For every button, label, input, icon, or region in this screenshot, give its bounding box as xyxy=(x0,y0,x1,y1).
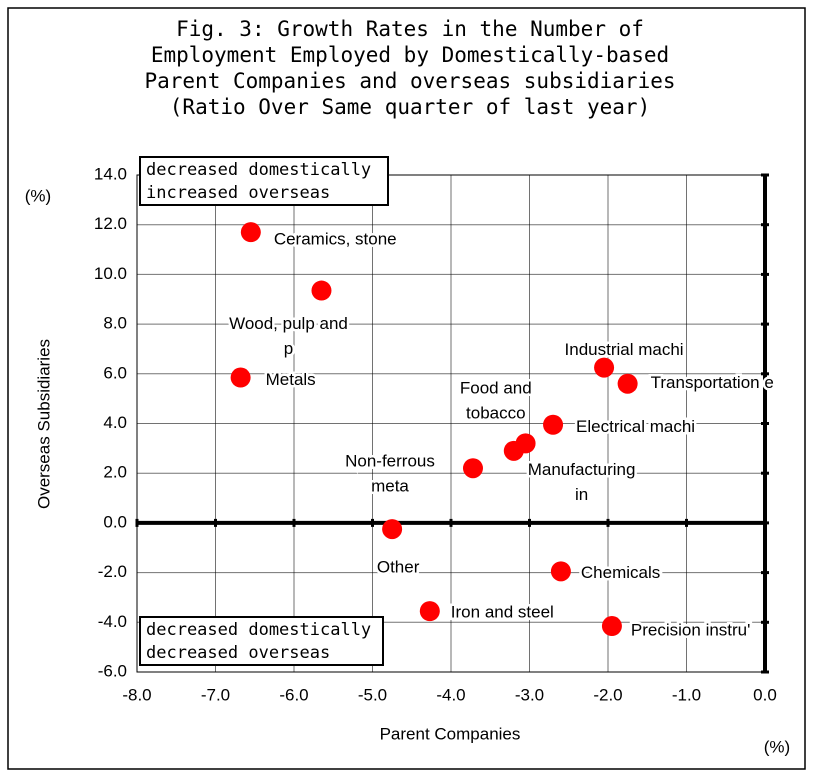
point-label: meta xyxy=(371,477,409,496)
point-label: Other xyxy=(377,558,420,577)
annotation-box xyxy=(139,156,389,206)
x-tick-label: -6.0 xyxy=(279,685,308,704)
y-tick-label: 14.0 xyxy=(94,164,127,183)
annotation: increased overseas xyxy=(146,183,330,203)
point xyxy=(594,357,615,378)
chart-title: Parent Companies and overseas subsidiari… xyxy=(144,69,675,93)
y-tick-label: 12.0 xyxy=(94,214,127,233)
y-tick-label: -6.0 xyxy=(98,661,127,680)
point-label: Ceramics, stone xyxy=(274,230,397,249)
point xyxy=(462,458,483,479)
point-label: Transportation e xyxy=(651,373,774,392)
point-label: tobacco xyxy=(466,403,526,422)
annotation: decreased domestically xyxy=(146,620,371,640)
point-label: in xyxy=(575,485,588,504)
y-tick-label: 0.0 xyxy=(103,512,127,531)
point xyxy=(419,601,440,622)
x-tick-label: -7.0 xyxy=(201,685,230,704)
point xyxy=(601,616,622,637)
point-label: Wood, pulp and xyxy=(229,314,348,333)
point-label: Chemicals xyxy=(581,563,660,582)
annotation: decreased domestically xyxy=(146,160,371,180)
point-label: Precision instru' xyxy=(631,621,750,640)
x-tick-label: -5.0 xyxy=(358,685,387,704)
point-label: Iron and steel xyxy=(451,603,554,622)
point-label: Industrial machi xyxy=(565,340,684,359)
point-label: Manufacturing xyxy=(528,460,636,479)
x-tick-label: -1.0 xyxy=(672,685,701,704)
y-tick-label: -2.0 xyxy=(98,562,127,581)
chart-title: Fig. 3: Growth Rates in the Number of xyxy=(176,17,644,41)
y-tick-label: 2.0 xyxy=(103,463,127,482)
y-tick-label: 10.0 xyxy=(94,264,127,283)
x-tick-label: -3.0 xyxy=(515,685,544,704)
point-label: Food and xyxy=(460,378,532,397)
point xyxy=(240,222,261,243)
point xyxy=(382,519,403,540)
x-tick-label: 0.0 xyxy=(753,685,777,704)
point xyxy=(230,367,251,388)
point-label: Metals xyxy=(266,370,316,389)
x-axis-title: Parent Companies xyxy=(380,724,521,743)
point-label: Electrical machi xyxy=(576,417,695,436)
point xyxy=(543,414,564,435)
point xyxy=(515,433,536,454)
y-unit: (%) xyxy=(25,186,51,205)
point xyxy=(311,280,332,301)
y-tick-label: 4.0 xyxy=(103,413,127,432)
point xyxy=(617,373,638,394)
y-tick-label: 6.0 xyxy=(103,363,127,382)
annotation-box xyxy=(139,616,384,666)
x-tick-label: -2.0 xyxy=(593,685,622,704)
x-unit: (%) xyxy=(764,737,790,756)
x-tick-label: -8.0 xyxy=(122,685,151,704)
chart-title: Employment Employed by Domestically-base… xyxy=(151,43,669,67)
chart-title: (Ratio Over Same quarter of last year) xyxy=(170,95,650,119)
point-label: p xyxy=(284,339,293,358)
annotation: decreased overseas xyxy=(146,643,330,663)
y-tick-label: 8.0 xyxy=(103,314,127,333)
point xyxy=(550,561,571,582)
y-tick-label: -4.0 xyxy=(98,612,127,631)
x-tick-label: -4.0 xyxy=(436,685,465,704)
point-label: Non-ferrous xyxy=(345,452,435,471)
y-axis-title: Overseas Subsidiaries xyxy=(34,339,53,509)
